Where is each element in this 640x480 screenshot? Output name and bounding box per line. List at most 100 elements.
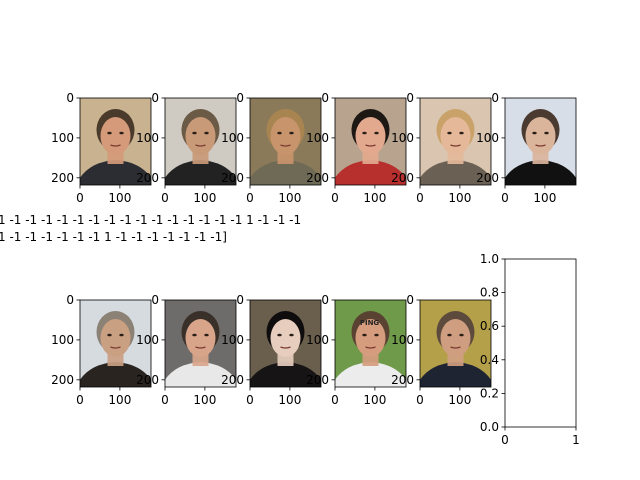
eye-right — [544, 131, 549, 135]
eye-right — [459, 333, 464, 337]
y-tick-label: 0 — [66, 91, 74, 105]
face-photo: PING — [335, 300, 406, 387]
x-tick-label: 100 — [193, 393, 216, 407]
x-tick-label: 0 — [76, 393, 84, 407]
y-tick-label: 200 — [136, 373, 159, 387]
y-tick-label: 0 — [236, 293, 244, 307]
eye-left — [192, 131, 197, 135]
y-tick-label: 0 — [66, 293, 74, 307]
y-tick-label: 0 — [321, 91, 329, 105]
eye-left — [107, 131, 112, 135]
image-subplot: PING 0 100 0 100 200 — [306, 293, 407, 407]
x-tick-label: 0 — [246, 393, 254, 407]
face-photo — [80, 300, 151, 387]
y-tick-label: 100 — [221, 333, 244, 347]
image-subplot: 0 100 0 100 200 — [391, 293, 492, 407]
y-tick-label: 100 — [136, 131, 159, 145]
axes-frame — [504, 97, 577, 186]
axes-frame — [504, 258, 577, 428]
face — [100, 319, 131, 357]
shoulders — [505, 160, 576, 185]
face-photo — [80, 98, 151, 185]
face-photo — [420, 300, 491, 387]
axes-frame — [334, 299, 407, 388]
y-tick-label: 100 — [221, 131, 244, 145]
x-tick-label: 0 — [416, 191, 424, 205]
empty-subplot: 0 1 0.0 0.2 0.4 0.6 0.8 1.0 — [480, 252, 580, 447]
y-tick-label: 0 — [406, 91, 414, 105]
y-tick-label: 0.2 — [480, 386, 499, 400]
eye-left — [447, 333, 452, 337]
y-tick-label: 0 — [491, 91, 499, 105]
y-tick-label: 0.6 — [480, 319, 499, 333]
y-tick-label: 100 — [476, 131, 499, 145]
face-photo — [250, 300, 321, 387]
x-tick-label: 0 — [161, 191, 169, 205]
image-subplot: 0 100 0 100 200 — [391, 91, 492, 205]
mouth — [365, 144, 376, 147]
face-photo — [165, 300, 236, 387]
x-tick-label: 100 — [278, 393, 301, 407]
y-tick-label: 0 — [151, 293, 159, 307]
y-tick-label: 200 — [306, 171, 329, 185]
eye-right — [119, 131, 124, 135]
mouth — [450, 346, 461, 349]
face — [355, 319, 386, 357]
y-tick-label: 200 — [391, 171, 414, 185]
cap-logo-text: PING — [360, 319, 380, 327]
label-array-line-2: 1 -1 -1 -1 -1 -1 -1 1 -1 -1 -1 -1 -1 -1 … — [0, 230, 227, 244]
shoulders — [335, 160, 406, 185]
image-subplot: 0 100 0 100 200 — [136, 91, 237, 205]
y-tick-label: 200 — [221, 171, 244, 185]
x-tick-label: 0 — [76, 191, 84, 205]
eye-left — [107, 333, 112, 337]
mouth — [110, 144, 121, 147]
axes-frame — [249, 97, 322, 186]
x-tick-label: 0 — [246, 191, 254, 205]
mouth — [195, 144, 206, 147]
label-array-line-1: 1 -1 -1 -1 -1 -1 -1 -1 -1 -1 -1 -1 -1 -1… — [0, 213, 301, 227]
shoulders — [165, 362, 236, 387]
eye-right — [374, 333, 379, 337]
mouth — [535, 144, 546, 147]
eye-left — [277, 333, 282, 337]
axes-frame — [419, 97, 492, 186]
y-tick-label: 0 — [151, 91, 159, 105]
eye-right — [204, 333, 209, 337]
shoulders — [420, 362, 491, 387]
x-tick-label: 0 — [331, 191, 339, 205]
y-tick-label: 200 — [221, 373, 244, 387]
face — [185, 117, 216, 155]
mouth — [280, 144, 291, 147]
face-photo — [250, 98, 321, 185]
y-tick-label: 200 — [136, 171, 159, 185]
eye-right — [289, 131, 294, 135]
y-tick-label: 200 — [306, 373, 329, 387]
y-tick-label: 0 — [321, 293, 329, 307]
y-tick-label: 200 — [51, 373, 74, 387]
face — [270, 117, 301, 155]
eye-left — [277, 131, 282, 135]
y-tick-label: 100 — [391, 333, 414, 347]
face — [185, 319, 216, 357]
y-tick-label: 0.4 — [480, 353, 499, 367]
y-tick-label: 200 — [476, 171, 499, 185]
x-tick-label: 0 — [331, 393, 339, 407]
image-subplot: 0 100 0 100 200 — [51, 293, 152, 407]
y-tick-label: 100 — [51, 131, 74, 145]
y-tick-label: 0 — [236, 91, 244, 105]
axes-frame — [79, 97, 152, 186]
axes-frame — [79, 299, 152, 388]
image-subplot: 0 100 0 100 200 — [136, 293, 237, 407]
mouth — [365, 346, 376, 349]
image-subplot: 0 100 0 100 200 — [221, 91, 322, 205]
shoulders — [250, 160, 321, 185]
y-tick-label: 100 — [306, 131, 329, 145]
mouth — [195, 346, 206, 349]
face — [440, 319, 471, 357]
axes-frame — [164, 97, 237, 186]
y-tick-label: 100 — [51, 333, 74, 347]
eye-left — [447, 131, 452, 135]
y-tick-label: 0 — [406, 293, 414, 307]
